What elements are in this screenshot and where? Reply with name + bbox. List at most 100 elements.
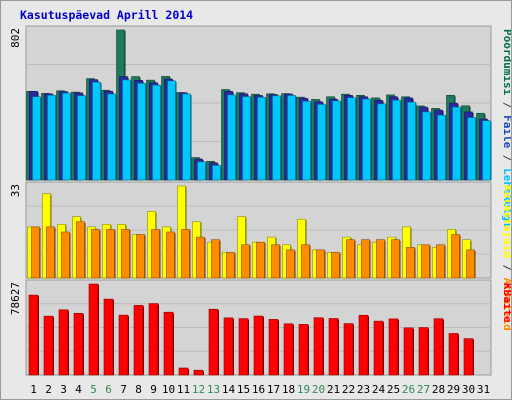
bar-bytes-kbaite-3 xyxy=(58,309,69,376)
y-axis-max-label: 78627 xyxy=(9,282,22,315)
bar-bytes-kbaite-18 xyxy=(283,323,294,376)
y-axis-max-label: 802 xyxy=(9,28,22,48)
x-tick-label: 17 xyxy=(267,383,280,396)
legend-entry: KBaite xyxy=(501,283,511,323)
x-tick-label: 25 xyxy=(387,383,400,396)
bar-visitors-arvuteid-20 xyxy=(316,249,325,279)
bar-visitors-arvuteid-6 xyxy=(106,229,115,279)
bar-visits-lehekülgi-21 xyxy=(332,100,341,181)
bar-visits-lehekülgi-1 xyxy=(32,96,41,181)
bar-visits-lehekülgi-11 xyxy=(182,93,191,181)
bar-bytes-kbaite-13 xyxy=(208,308,219,376)
bar-bytes-kbaite-19 xyxy=(298,324,309,376)
bar-visitors-arvuteid-11 xyxy=(181,229,190,279)
bar-visitors-arvuteid-19 xyxy=(301,244,310,279)
bar-visitors-arvuteid-24 xyxy=(376,239,385,279)
legend-entry: / xyxy=(501,95,511,115)
bar-visits-lehekülgi-16 xyxy=(257,97,266,181)
bar-visits-lehekülgi-20 xyxy=(317,104,326,181)
bar-visitors-arvuteid-27 xyxy=(421,244,430,279)
bar-bytes-kbaite-5 xyxy=(88,283,99,376)
bar-bytes-kbaite-9 xyxy=(148,303,159,376)
x-tick-label: 26 xyxy=(402,383,415,396)
legend-entry: Külastajaid xyxy=(501,185,511,258)
x-tick-label: 28 xyxy=(432,383,445,396)
bar-bytes-kbaite-15 xyxy=(238,318,249,376)
bar-visitors-arvuteid-3 xyxy=(61,231,70,279)
bar-bytes-kbaite-14 xyxy=(223,317,234,376)
bar-bytes-kbaite-7 xyxy=(118,314,129,376)
bar-bytes-kbaite-30 xyxy=(463,338,474,376)
x-tick-label: 20 xyxy=(312,383,325,396)
bar-bytes-kbaite-12 xyxy=(193,369,204,376)
bar-visits-lehekülgi-9 xyxy=(152,84,161,181)
x-tick-label: 5 xyxy=(90,383,97,396)
bar-bytes-kbaite-11 xyxy=(178,367,189,376)
bar-visits-lehekülgi-2 xyxy=(47,94,56,181)
chart-title: Kasutuspäevad Aprill 2014 xyxy=(20,8,193,22)
legend-entry: Pöördumisi xyxy=(501,29,511,96)
bar-visits-lehekülgi-6 xyxy=(107,93,116,181)
bar-visitors-arvuteid-22 xyxy=(346,239,355,279)
bar-visitors-arvuteid-4 xyxy=(76,221,85,279)
bar-visits-lehekülgi-25 xyxy=(392,99,401,181)
bar-visitors-arvuteid-2 xyxy=(46,226,55,279)
legend-entry: / xyxy=(501,148,511,168)
bar-visitors-arvuteid-17 xyxy=(271,244,280,279)
y-axis-max-label: 33 xyxy=(9,184,22,197)
x-tick-label: 21 xyxy=(327,383,340,396)
legend-visitors: Külastajaid / Arvuteid xyxy=(501,185,511,331)
x-tick-label: 15 xyxy=(237,383,250,396)
bar-visits-lehekülgi-19 xyxy=(302,100,311,181)
bar-visits-lehekülgi-23 xyxy=(362,98,371,181)
x-tick-label: 3 xyxy=(60,383,67,396)
bar-visits-lehekülgi-29 xyxy=(452,106,461,181)
bar-visits-lehekülgi-13 xyxy=(212,165,221,181)
bar-bytes-kbaite-25 xyxy=(388,318,399,376)
x-tick-label: 16 xyxy=(252,383,265,396)
bar-visitors-arvuteid-18 xyxy=(286,249,295,279)
bar-visits-lehekülgi-5 xyxy=(92,81,101,181)
x-tick-label: 1 xyxy=(30,383,37,396)
bar-bytes-kbaite-10 xyxy=(163,311,174,376)
x-tick-label: 27 xyxy=(417,383,430,396)
bar-bytes-kbaite-1 xyxy=(28,294,39,376)
legend-entry: Faile xyxy=(501,115,511,148)
bar-bytes-kbaite-27 xyxy=(418,327,429,376)
bar-visitors-arvuteid-9 xyxy=(151,229,160,279)
bar-visitors-arvuteid-23 xyxy=(361,239,370,279)
bar-bytes-kbaite-24 xyxy=(373,320,384,376)
bar-visits-lehekülgi-14 xyxy=(227,94,236,181)
bar-visitors-arvuteid-21 xyxy=(331,252,340,279)
bar-visits-lehekülgi-12 xyxy=(197,161,206,181)
bar-visits-lehekülgi-18 xyxy=(287,95,296,181)
bar-visits-lehekülgi-3 xyxy=(62,92,71,181)
bar-bytes-kbaite-2 xyxy=(43,315,54,376)
bar-visitors-arvuteid-8 xyxy=(136,234,145,279)
x-tick-label: 18 xyxy=(282,383,295,396)
bar-visits-lehekülgi-26 xyxy=(407,101,416,181)
bar-visits-lehekülgi-30 xyxy=(467,117,476,181)
bar-visits-lehekülgi-4 xyxy=(77,95,86,181)
x-tick-label: 31 xyxy=(477,383,490,396)
bar-visitors-arvuteid-15 xyxy=(241,244,250,279)
bar-bytes-kbaite-16 xyxy=(253,315,264,376)
bar-visitors-arvuteid-25 xyxy=(391,239,400,279)
bar-bytes-kbaite-29 xyxy=(448,333,459,376)
bar-bytes-kbaite-22 xyxy=(343,323,354,376)
bar-visitors-arvuteid-16 xyxy=(256,241,265,279)
bar-visitors-arvuteid-30 xyxy=(466,249,475,279)
x-tick-label: 7 xyxy=(120,383,127,396)
bar-bytes-kbaite-21 xyxy=(328,318,339,376)
bar-visits-lehekülgi-28 xyxy=(437,114,446,181)
bar-bytes-kbaite-8 xyxy=(133,305,144,376)
bar-bytes-kbaite-20 xyxy=(313,317,324,376)
x-tick-label: 13 xyxy=(207,383,220,396)
x-tick-label: 30 xyxy=(462,383,475,396)
bar-bytes-kbaite-4 xyxy=(73,312,84,376)
x-tick-label: 8 xyxy=(135,383,142,396)
bar-bytes-kbaite-28 xyxy=(433,318,444,376)
x-tick-label: 29 xyxy=(447,383,460,396)
